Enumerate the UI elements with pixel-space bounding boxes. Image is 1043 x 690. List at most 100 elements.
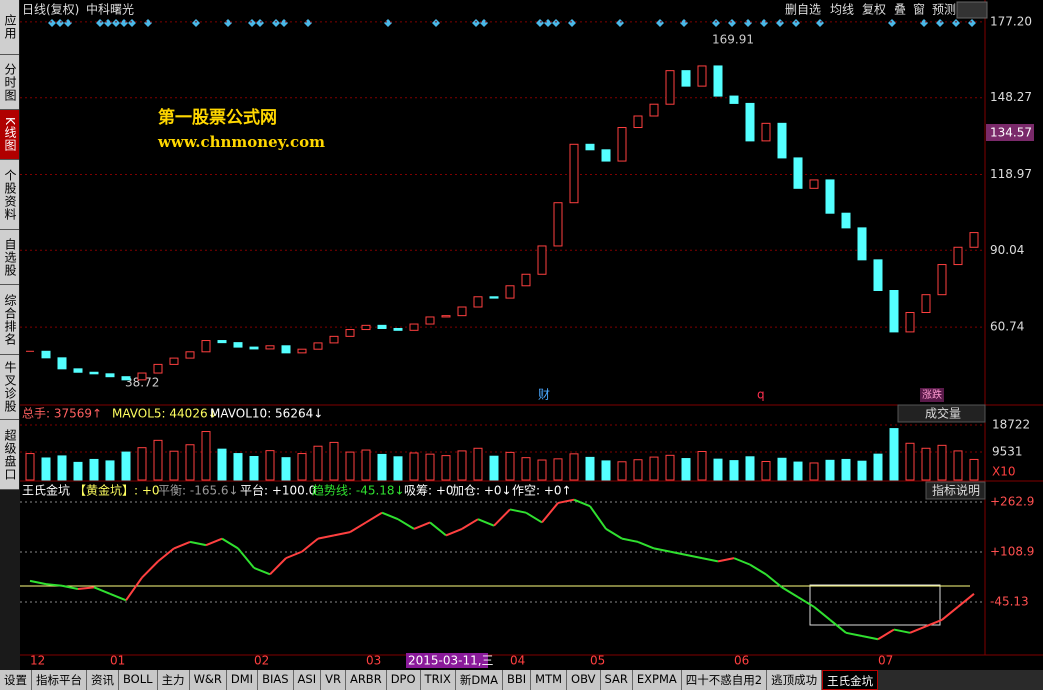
volume-bar [537,459,547,481]
sidebar-tab[interactable]: 牛叉诊股 [0,355,19,420]
trend-segment [157,547,175,563]
trend-segment [381,511,399,521]
candle [825,179,835,214]
help-box[interactable] [925,481,986,500]
bottom-tab[interactable]: SAR [600,670,633,690]
signal-diamond [48,19,56,27]
volume-legend: MAVOL5: 44026↓ [112,407,218,421]
trend-segment [573,498,591,508]
candle [873,259,883,291]
bottom-tab[interactable]: 资讯 [87,670,119,690]
candle [697,65,707,87]
volume-bar [617,461,627,481]
bottom-tab[interactable]: 王氏金坑 [822,670,879,690]
watermark: 第一股票公式网 [158,107,277,128]
selector-box[interactable] [897,404,986,423]
sidebar-tab[interactable]: 综合排名 [0,285,19,355]
candle [569,143,579,204]
candle [537,245,547,275]
volume-bar [89,458,99,481]
candle [745,102,755,142]
bottom-tab[interactable]: 设置 [0,670,32,690]
bottom-tab[interactable]: BOLL [119,670,158,690]
volume-bar [665,454,675,481]
sidebar-tab[interactable]: 应用 [0,0,19,55]
trend-segment [253,566,271,576]
bottom-tab[interactable]: DPO [386,670,421,690]
trend-segment [733,557,751,566]
volume-bar [345,451,355,481]
bottom-tab[interactable]: 主力 [157,670,190,690]
candle [249,346,259,350]
volume-bar [697,451,707,481]
volume-bar [265,450,275,481]
header-button: 窗 [913,3,925,17]
volume-bar [729,460,739,481]
bottom-tab[interactable]: EXPMA [632,670,682,690]
candle [649,103,659,117]
volume-bar [329,441,339,481]
candle [265,345,275,350]
bottom-tab[interactable]: BIAS [258,670,294,690]
bottom-tab[interactable]: 指标平台 [32,670,87,690]
volume-bar [825,459,835,481]
trend-segment [557,498,575,504]
volume-bar [121,451,131,481]
sidebar-tab[interactable]: 个股资料 [0,160,19,230]
candle [841,212,851,229]
stock-name: 中科曙光 [86,2,134,17]
sidebar-tab[interactable]: 分时图 [0,55,19,110]
bottom-tab[interactable]: W&R [189,670,227,690]
bottom-tab[interactable]: MTM [531,670,568,690]
volume-selector[interactable]: 成交量 [925,406,961,421]
marker: 涨跌 [922,388,942,401]
trend-segment [509,508,527,514]
bottom-tab[interactable]: ASI [293,670,322,690]
trend-segment [125,577,143,601]
trend-segment [621,537,639,543]
bottom-tab[interactable]: 四十不惑自用2 [681,670,768,690]
signal-diamond [128,19,136,27]
sidebar-tab[interactable]: K线图 [0,110,19,160]
bottom-tab[interactable]: 新DMA [455,670,503,690]
y-tick-label: 118.97 [990,167,1032,181]
indicator-help[interactable]: 指标说明 [932,483,980,498]
trend-segment [189,540,207,547]
candle [425,316,435,325]
y-tick-label: 148.27 [990,90,1032,104]
candle [937,264,947,296]
watermark-url: www.chnmoney.com [157,133,325,151]
signal-diamond [224,19,232,27]
candle [457,306,467,317]
bottom-tab[interactable]: VR [321,670,346,690]
trend-segment [109,592,127,602]
sidebar-tab[interactable]: 超级盘口 [0,420,19,490]
signal-diamond [64,19,72,27]
candle [809,179,819,189]
date-label: 06 [734,654,749,668]
bottom-tab[interactable]: TRIX [420,670,456,690]
trend-segment [525,511,543,524]
signal-diamond [760,19,768,27]
volume-bar [745,456,755,481]
header-button: 删自选 [785,3,821,17]
trend-segment [541,502,559,524]
sidebar-tab[interactable]: 自选股 [0,230,19,285]
signal-diamond [304,19,312,27]
bottom-tab[interactable]: BBI [503,670,532,690]
y-tick-label: 9531 [992,445,1023,459]
bottom-tab[interactable]: DMI [226,670,259,690]
bottom-tab[interactable]: ARBR [345,670,387,690]
trend-segment [429,521,447,537]
candle [185,351,195,359]
bottom-tab[interactable]: 逃顶成功 [767,670,823,690]
date-label: 01 [110,654,125,668]
chart: 日线(复权) 中科曙光 第一股票公式网 www.chnmoney.com 134… [20,0,1043,670]
header-button: 均线 [830,3,854,17]
current-price-box [986,124,1034,141]
volume-bar [73,461,83,481]
bottom-tab[interactable]: OBV [567,670,601,690]
trend-segment [45,583,63,587]
volume-bar [185,444,195,481]
volume-bar [633,459,643,481]
